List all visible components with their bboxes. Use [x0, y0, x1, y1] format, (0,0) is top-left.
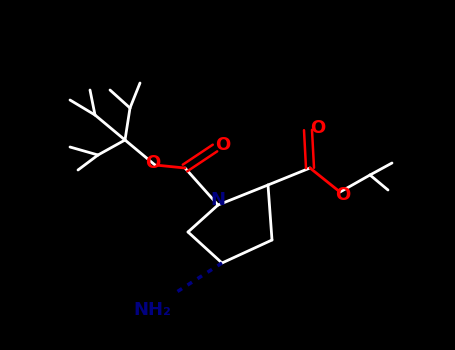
Text: O: O — [310, 119, 326, 137]
Text: N: N — [211, 191, 226, 209]
Text: O: O — [146, 154, 161, 172]
Text: O: O — [215, 136, 231, 154]
Text: NH₂: NH₂ — [133, 301, 171, 319]
Text: O: O — [335, 186, 351, 204]
